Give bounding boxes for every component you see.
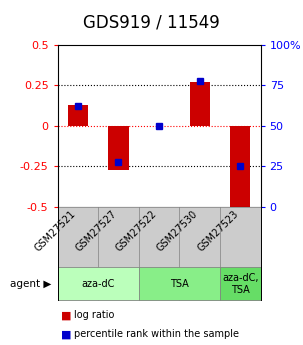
Text: GSM27522: GSM27522 bbox=[114, 209, 159, 254]
Text: GSM27527: GSM27527 bbox=[74, 209, 118, 254]
Text: aza-dC,
TSA: aza-dC, TSA bbox=[222, 273, 258, 295]
Text: GSM27521: GSM27521 bbox=[33, 209, 78, 254]
Bar bbox=[68, 105, 88, 126]
Bar bbox=[190, 82, 210, 126]
Text: percentile rank within the sample: percentile rank within the sample bbox=[74, 329, 239, 339]
Bar bbox=[108, 126, 129, 170]
Text: ■: ■ bbox=[61, 329, 71, 339]
Text: GSM27530: GSM27530 bbox=[155, 209, 200, 253]
Text: GDS919 / 11549: GDS919 / 11549 bbox=[83, 13, 220, 31]
Text: agent ▶: agent ▶ bbox=[10, 279, 52, 289]
Text: aza-dC: aza-dC bbox=[82, 279, 115, 289]
Text: GSM27523: GSM27523 bbox=[195, 209, 240, 254]
Bar bbox=[230, 126, 251, 207]
Text: TSA: TSA bbox=[170, 279, 189, 289]
Text: log ratio: log ratio bbox=[74, 310, 115, 321]
Text: ■: ■ bbox=[61, 310, 71, 321]
